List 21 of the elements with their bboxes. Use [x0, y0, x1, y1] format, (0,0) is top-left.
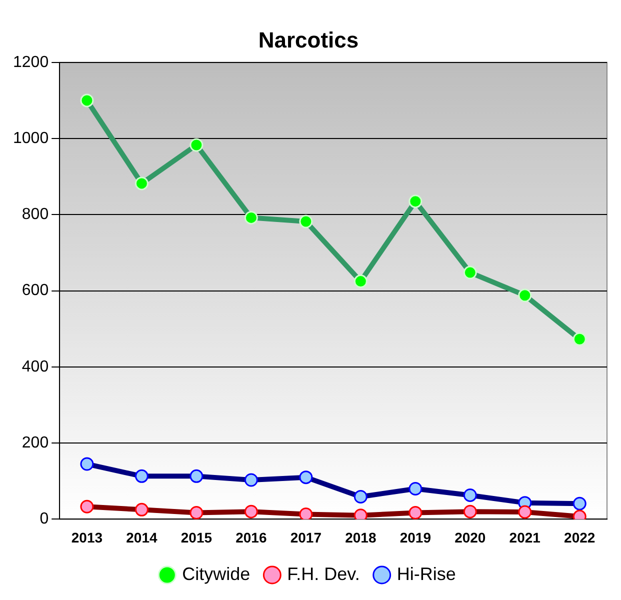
legend-label: F.H. Dev.: [287, 564, 360, 584]
x-tick-label: 2018: [345, 529, 376, 546]
x-tick-label: 2019: [400, 529, 432, 546]
x-tick-label: 2015: [180, 529, 212, 546]
x-tick-label: 2017: [290, 529, 322, 546]
chart-title: Narcotics: [258, 27, 359, 52]
y-tick-label: 800: [22, 206, 49, 224]
y-tick-label: 200: [22, 434, 49, 452]
x-tick-label: 2014: [126, 529, 158, 546]
legend-label: Citywide: [182, 564, 250, 584]
y-tick-label: 1200: [13, 54, 49, 71]
y-tick-label: 1000: [13, 130, 49, 147]
x-tick-label: 2016: [236, 529, 267, 546]
y-tick-label: 400: [22, 358, 49, 376]
x-tick-label: 2021: [509, 529, 541, 546]
legend-label: Hi-Rise: [396, 564, 456, 584]
y-tick-label: 0: [40, 510, 49, 528]
x-tick-label: 2013: [71, 529, 103, 546]
x-tick-label: 2020: [454, 529, 486, 546]
y-tick-label: 600: [22, 282, 49, 300]
x-tick-label: 2022: [564, 529, 596, 546]
